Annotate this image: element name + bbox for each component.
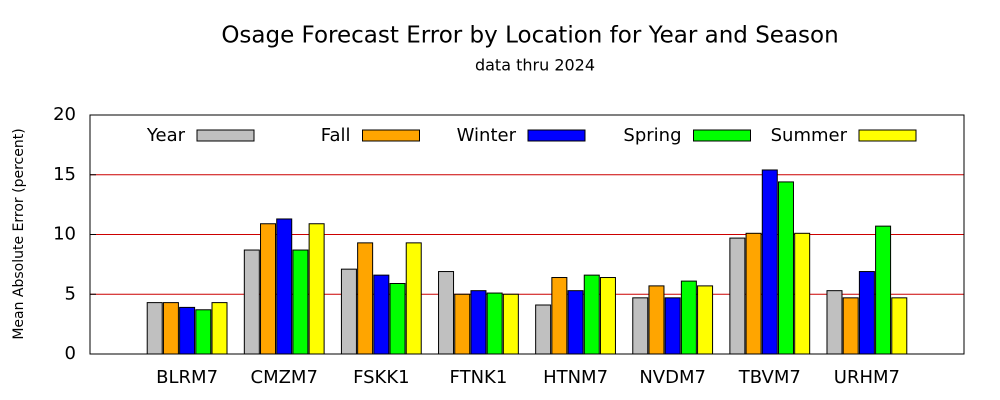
bar: [340, 268, 357, 355]
x-tick-label: BLRM7: [156, 367, 218, 388]
bar: [826, 290, 843, 355]
x-tick-label: FTNK1: [450, 367, 508, 388]
bar: [243, 249, 260, 355]
bar: [697, 285, 714, 355]
x-tick-label: FSKK1: [353, 367, 410, 388]
bar: [502, 293, 519, 355]
x-tick-label: HTNM7: [543, 367, 608, 388]
bar: [260, 223, 277, 355]
y-tick-label: 20: [53, 104, 76, 125]
bar: [745, 232, 762, 355]
bar: [162, 302, 179, 355]
legend-label: Spring: [623, 125, 681, 146]
legend-swatch: [196, 129, 255, 142]
bar: [648, 285, 665, 355]
bar: [389, 282, 406, 355]
legend-swatch: [362, 129, 420, 142]
x-tick-label: CMZM7: [251, 367, 318, 388]
legend-swatch: [858, 129, 917, 142]
bar: [761, 169, 778, 355]
bar: [211, 302, 228, 355]
bar: [567, 290, 584, 355]
bar: [777, 181, 794, 355]
chart-title: Osage Forecast Error by Location for Yea…: [221, 23, 838, 49]
bar: [680, 280, 697, 355]
bar: [195, 309, 212, 355]
bar: [454, 293, 471, 355]
bar: [551, 277, 568, 355]
y-tick-label: 0: [65, 343, 76, 364]
legend-swatch: [693, 129, 751, 142]
bar: [405, 242, 422, 355]
bar: [875, 225, 892, 355]
bar: [276, 218, 293, 355]
bar: [858, 271, 875, 355]
bar: [842, 297, 859, 355]
legend-label: Winter: [457, 125, 517, 146]
bar: [535, 304, 552, 355]
bar: [664, 297, 681, 355]
y-axis-label: Mean Absolute Error (percent): [11, 128, 27, 339]
plot-frame: [89, 114, 965, 355]
y-tick-label: 5: [65, 283, 76, 304]
legend-label: Summer: [771, 125, 848, 146]
chart-subtitle: data thru 2024: [475, 56, 595, 75]
bar: [357, 242, 374, 355]
y-tick-label: 15: [53, 164, 76, 185]
bar: [470, 290, 487, 355]
bar: [438, 271, 455, 355]
bar: [179, 306, 196, 355]
bar: [891, 297, 908, 355]
bar: [632, 297, 649, 355]
bar: [373, 274, 390, 355]
x-tick-label: URHM7: [834, 367, 900, 388]
bar: [146, 302, 163, 355]
legend-swatch: [527, 129, 586, 142]
bar: [794, 232, 811, 355]
legend-label: Fall: [321, 125, 351, 146]
bar: [583, 274, 600, 355]
x-tick-label: TBVM7: [738, 367, 801, 388]
legend-label: Year: [146, 125, 186, 146]
x-tick-label: NVDM7: [639, 367, 706, 388]
bar: [486, 292, 503, 355]
bar: [308, 223, 325, 355]
y-tick-label: 10: [53, 224, 76, 245]
bar: [292, 249, 309, 355]
bar: [729, 237, 746, 355]
bar: [599, 277, 616, 355]
